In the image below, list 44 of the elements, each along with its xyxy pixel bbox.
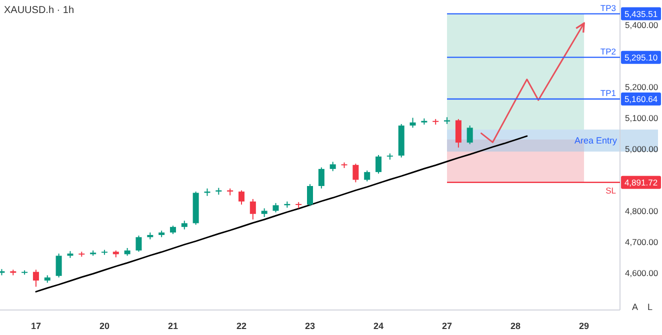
candlestick (330, 161, 336, 172)
candlestick (250, 198, 256, 220)
x-tick-label: 23 (304, 321, 316, 331)
candlestick (352, 163, 359, 183)
text: A (632, 302, 638, 312)
candlestick (272, 202, 279, 213)
candlestick (136, 235, 142, 252)
candlestick (364, 170, 370, 182)
candlestick (318, 166, 324, 189)
ref-line-label: TP2 (600, 46, 616, 56)
x-tick-label: 28 (510, 321, 521, 331)
line-series (35, 135, 528, 292)
x-tick-label: 22 (236, 321, 246, 331)
y-tick-label: 5,000.00 (625, 144, 658, 154)
y-tick-label: 4,700.00 (625, 236, 658, 247)
annotation: 5,295.10 (624, 52, 658, 63)
candlestick (307, 184, 313, 207)
candlestick (238, 190, 244, 206)
candlestick (455, 118, 462, 148)
text: L (647, 302, 653, 312)
y-tick-label: 5,100.00 (625, 112, 658, 123)
x-tick-label: 29 (579, 321, 590, 331)
annotation: 5,435.51 (624, 8, 658, 19)
x-tick-label: 17 (30, 321, 41, 331)
y-tick-label: 4,800.00 (625, 206, 658, 216)
candlestick (466, 125, 473, 145)
y-tick-label: 5,200.00 (625, 82, 658, 92)
candlestick (56, 253, 62, 278)
annotation: 4,891.72 (624, 178, 658, 188)
x-tick-label: 20 (99, 321, 110, 331)
band-label: Area Entry (574, 136, 618, 146)
candlestick (410, 117, 416, 128)
ref-line-label: TP1 (600, 88, 616, 98)
text: XAUUSD.h · 1h (4, 5, 74, 16)
candlestick (32, 269, 39, 288)
ref-line-label: SL (606, 185, 616, 196)
x-tick-label: 21 (168, 321, 178, 331)
x-tick-label: 27 (442, 321, 452, 331)
y-tick-label: 5,400.00 (625, 20, 658, 30)
candlestick (376, 154, 382, 174)
y-tick-label: 4,600.00 (625, 268, 658, 278)
annotation: 5,160.64 (624, 94, 658, 104)
ref-line-label: TP3 (600, 2, 616, 13)
x-tick-label: 24 (374, 321, 384, 331)
